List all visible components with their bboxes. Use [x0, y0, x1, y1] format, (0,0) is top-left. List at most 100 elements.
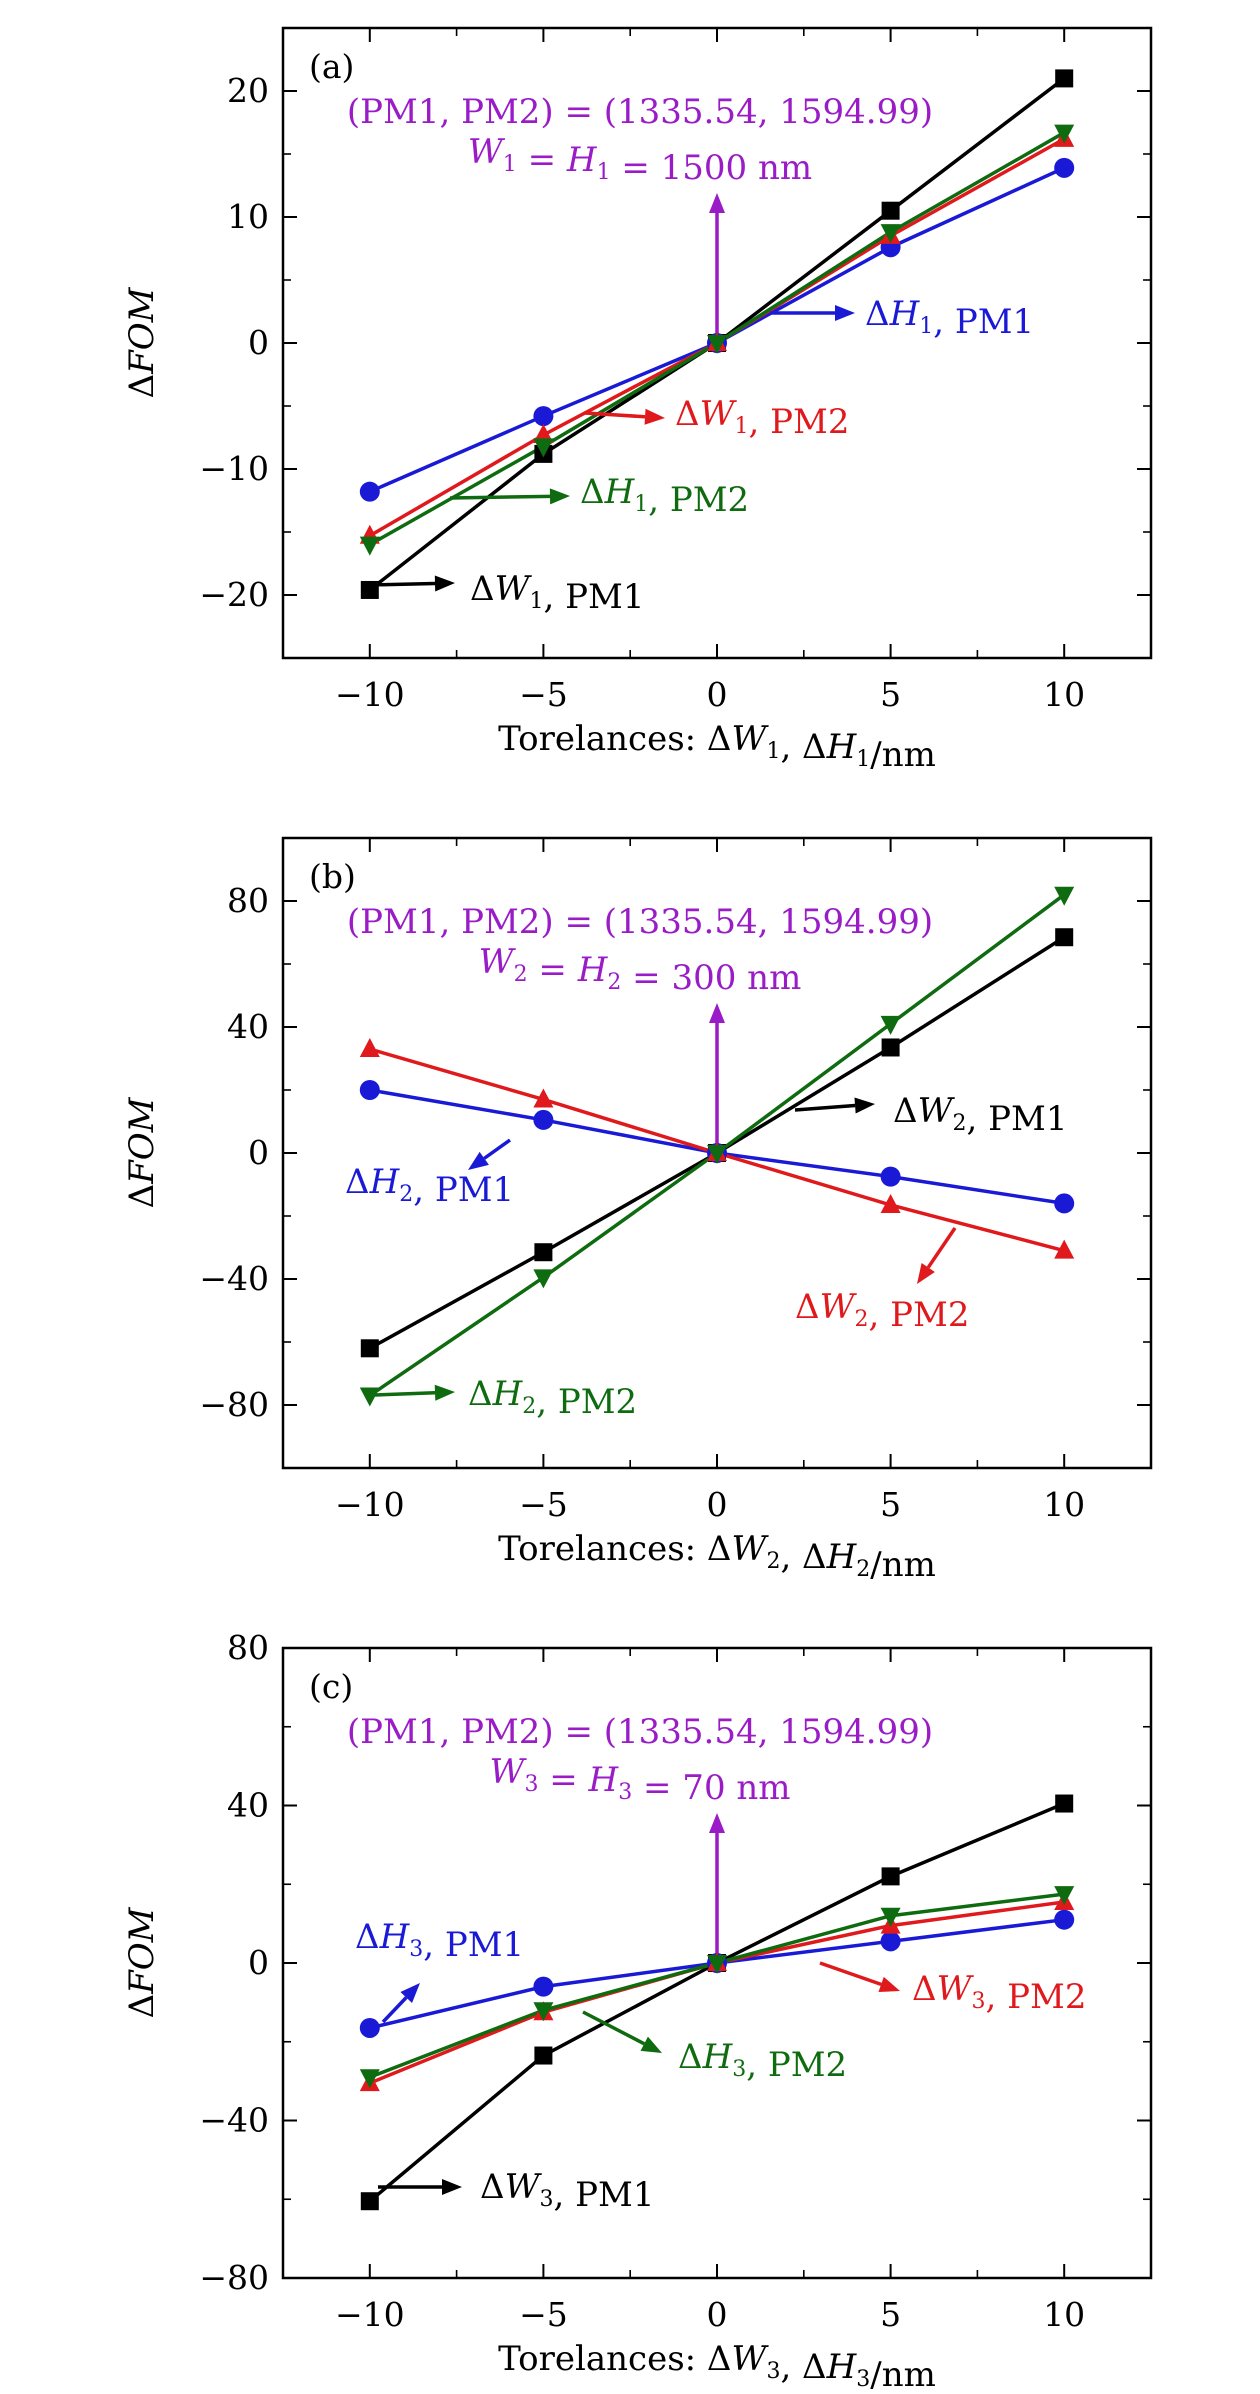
- data-point: [1054, 124, 1075, 144]
- y-tick-label: 0: [248, 1133, 269, 1172]
- data-point: [533, 438, 554, 458]
- series-label: ΔH3, PM2: [678, 2037, 847, 2085]
- x-tick-label: 0: [707, 1485, 728, 1524]
- data-point: [534, 1243, 553, 1262]
- center-annotation-line1: (PM1, PM2) = (1335.54, 1594.99): [347, 92, 933, 132]
- y-tick-label: 0: [248, 1943, 269, 1982]
- data-point: [533, 1109, 554, 1130]
- center-arrow: [709, 193, 725, 343]
- data-point: [880, 1166, 901, 1187]
- data-point: [707, 1955, 727, 1974]
- series-annotation: ΔH1, PM2: [449, 472, 749, 520]
- series-annotation: ΔW1, PM2: [584, 394, 849, 442]
- series-annotation: ΔW2, PM2: [795, 1227, 969, 1335]
- data-point: [1055, 928, 1074, 947]
- data-point: [881, 1867, 900, 1886]
- x-tick-label: 0: [707, 2295, 728, 2334]
- data-point: [1055, 1794, 1074, 1813]
- data-point: [359, 2069, 380, 2089]
- x-axis-title: Torelances: ΔW3, ΔH3/nm: [498, 2339, 936, 2394]
- series-label: ΔW1, PM2: [675, 394, 849, 442]
- data-point: [359, 1080, 380, 1100]
- series-annotation: ΔH3, PM2: [582, 2010, 847, 2085]
- data-point: [360, 1339, 379, 1358]
- data-point: [533, 2002, 554, 2022]
- series-label: ΔW2, PM2: [795, 1287, 969, 1335]
- center-annotation-line2: W1 = H1 = 1500 nm: [468, 132, 812, 188]
- data-point: [880, 1931, 901, 1952]
- chart-panel-a: −10 −5 0 5 10 −20 −10 0 10 20 Torelances: ΔW1, ΔH1…: [122, 26, 1153, 775]
- data-point: [359, 1387, 380, 1407]
- series-annotation: ΔW1, PM1: [367, 569, 644, 617]
- data-point: [707, 1145, 727, 1164]
- data-point: [1054, 1909, 1075, 1930]
- data-point: [881, 201, 900, 220]
- y-tick-label: 80: [227, 881, 269, 920]
- y-tick-label: 10: [227, 197, 269, 236]
- y-tick-label: −80: [199, 1385, 269, 1424]
- panel-label: (a): [309, 47, 354, 86]
- data-point: [880, 224, 901, 244]
- data-point: [880, 1907, 901, 1927]
- data-point: [1054, 1239, 1075, 1259]
- y-tick-label: −80: [199, 2258, 269, 2297]
- x-axis-title: Torelances: ΔW1, ΔH1/nm: [498, 719, 936, 775]
- series-annotation: ΔW2, PM1: [794, 1091, 1067, 1139]
- series-label: ΔH2, PM2: [468, 1374, 637, 1422]
- data-point: [1054, 886, 1075, 906]
- data-point: [360, 2192, 379, 2211]
- x-tick-label: −10: [335, 1485, 405, 1524]
- y-tick-label: 40: [227, 1007, 269, 1046]
- center-arrow: [709, 1813, 725, 1963]
- data-point: [533, 423, 554, 443]
- x-tick-label: −5: [519, 1485, 568, 1524]
- data-point: [880, 1015, 901, 1035]
- x-tick-label: −5: [519, 675, 568, 714]
- center-arrow: [709, 1003, 725, 1153]
- data-point: [1055, 69, 1074, 88]
- chart-panel-b: −10 −5 0 5 10 −80 −40 0 40 80 Torelances: ΔW2, ΔH2…: [122, 836, 1153, 1585]
- data-point: [533, 1269, 554, 1289]
- x-axis-title: Torelances: ΔW2, ΔH2/nm: [498, 1529, 936, 1585]
- data-point: [359, 536, 380, 556]
- data-point: [880, 1193, 901, 1213]
- data-point: [359, 2017, 380, 2038]
- series-annotation: ΔW3, PM1: [378, 2167, 654, 2215]
- data-point: [359, 481, 380, 502]
- series-annotation: ΔH2, PM2: [374, 1374, 637, 1422]
- series-annotation: ΔH2, PM1: [345, 1138, 514, 1210]
- data-point: [707, 335, 727, 354]
- panel-label: (c): [309, 1667, 353, 1706]
- data-point: [533, 1088, 554, 1108]
- data-point: [533, 1976, 554, 1997]
- x-tick-label: −5: [519, 2295, 568, 2334]
- center-annotation-line2: W3 = H3 = 70 nm: [489, 1752, 790, 1808]
- center-annotation-line1: (PM1, PM2) = (1335.54, 1594.99): [347, 902, 933, 942]
- x-tick-label: 5: [880, 2295, 901, 2334]
- y-tick-label: 80: [227, 1628, 269, 1667]
- series-label: ΔW3, PM1: [480, 2167, 654, 2215]
- series-label: ΔW3, PM2: [912, 1969, 1086, 2017]
- x-tick-label: 0: [707, 675, 728, 714]
- series-label: ΔW1, PM1: [470, 569, 644, 617]
- data-point: [1054, 157, 1075, 178]
- x-tick-label: 10: [1043, 2295, 1085, 2334]
- center-annotation-line1: (PM1, PM2) = (1335.54, 1594.99): [347, 1712, 933, 1752]
- x-tick-label: 5: [880, 1485, 901, 1524]
- series-annotation: ΔH3, PM1: [355, 1917, 524, 2024]
- data-point: [1054, 1886, 1075, 1906]
- series-label: ΔW2, PM1: [893, 1091, 1067, 1139]
- y-axis-title: ΔFOM: [122, 1906, 162, 2018]
- data-point: [359, 1038, 380, 1058]
- panel-label: (b): [309, 857, 356, 896]
- y-tick-label: 0: [248, 323, 269, 362]
- chart-panel-c: −10 −5 0 5 10 −80 −40 0 40 80 Torelances: ΔW3, ΔH3…: [122, 1628, 1153, 2394]
- y-tick-label: 20: [227, 71, 269, 110]
- series-annotation: ΔW3, PM2: [819, 1961, 1086, 2017]
- y-tick-label: −40: [199, 1259, 269, 1298]
- x-tick-label: 10: [1043, 675, 1085, 714]
- data-point: [1054, 1193, 1075, 1214]
- x-tick-label: −10: [335, 2295, 405, 2334]
- x-tick-label: 10: [1043, 1485, 1085, 1524]
